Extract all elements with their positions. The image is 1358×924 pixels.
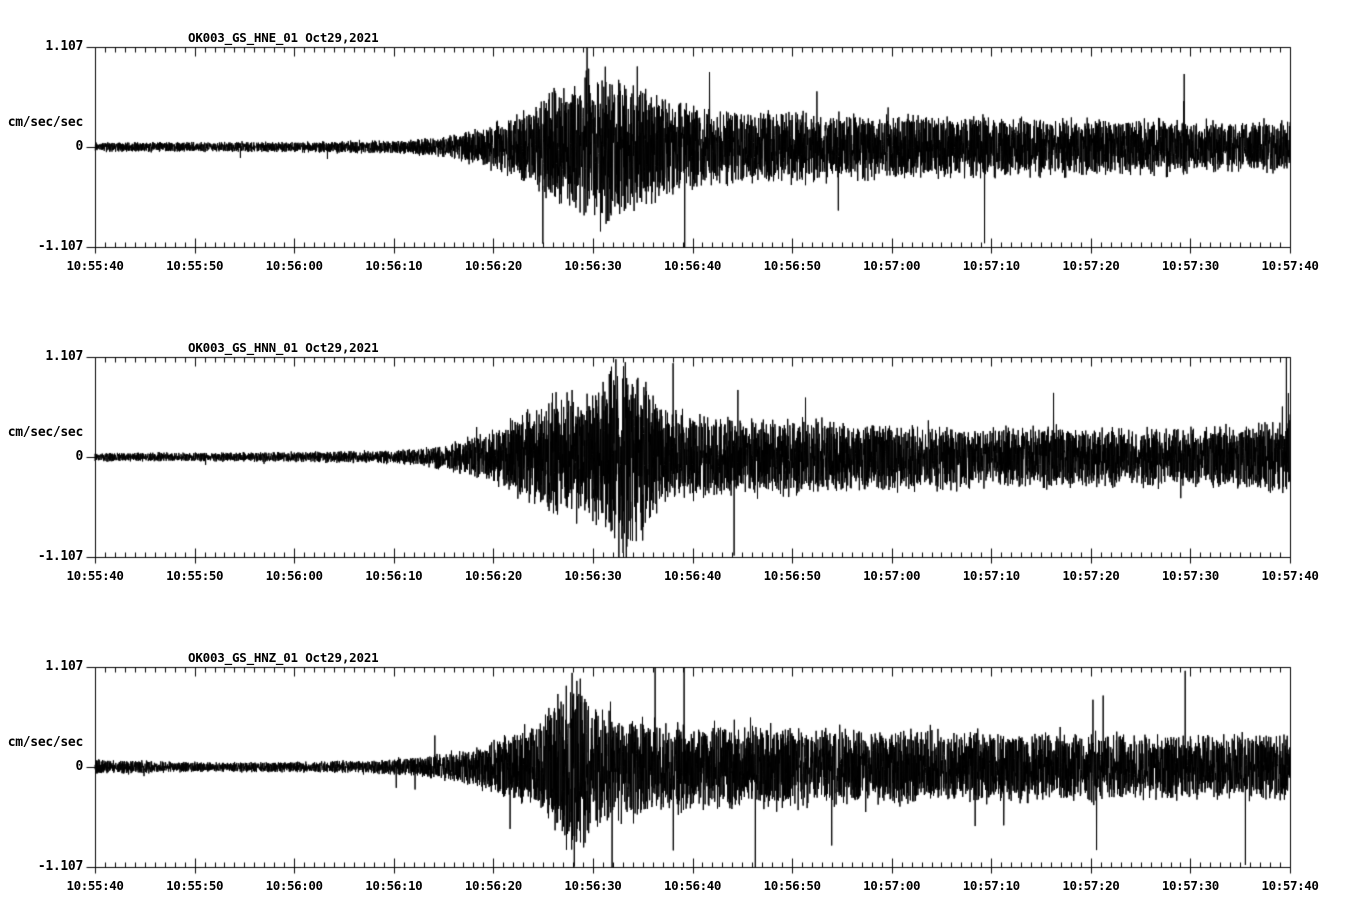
x-axis-tick-label: 10:56:50 [763,878,821,893]
x-axis-tick-label: 10:55:40 [66,878,124,893]
x-axis-tick-label: 10:56:10 [365,878,423,893]
y-axis-max-label-hnz: 1.107 [45,659,83,674]
panel-title-hnz: OK003_GS_HNZ_01 Oct29,2021 [188,650,379,665]
y-axis-min-label-hnz: -1.107 [37,859,83,874]
x-axis-tick-label: 10:56:40 [663,878,722,893]
x-axis-tick-label: 10:56:20 [464,878,522,893]
x-axis-tick-label: 10:57:30 [1161,878,1219,893]
y-axis-unit-label-hnz: cm/sec/sec [7,735,84,750]
x-axis-tick-label: 10:56:30 [564,878,622,893]
y-axis-zero-label-hnz: 0 [75,759,83,774]
x-axis-tick-label: 10:56:00 [265,878,323,893]
x-axis-tick-label: 10:57:40 [1261,878,1319,893]
x-axis-tick-label: 10:57:10 [962,878,1020,893]
x-axis-tick-label: 10:57:20 [1062,878,1120,893]
x-axis-tick-label: 10:55:50 [166,878,224,893]
x-axis-tick-label: 10:57:00 [863,878,921,893]
